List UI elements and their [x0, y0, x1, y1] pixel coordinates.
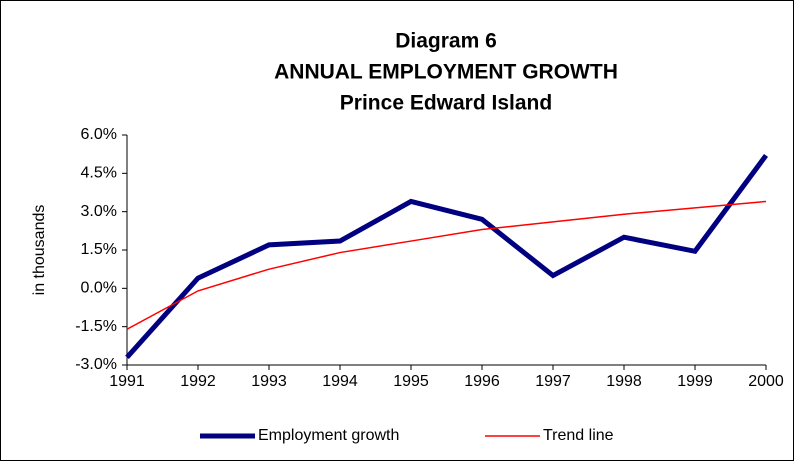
legend-label: Employment growth [258, 427, 399, 444]
y-tick-label: 0.0% [81, 280, 117, 297]
y-tick-label: -1.5% [75, 318, 117, 335]
chart-title: Prince Edward Island [340, 92, 552, 115]
series-line [126, 200, 767, 330]
y-axis-label: in thousands [31, 205, 48, 296]
y-tick-label: 4.5% [81, 165, 117, 182]
x-tick-label: 1998 [606, 373, 642, 390]
x-tick-label: 1993 [251, 373, 287, 390]
x-tick-label: 1999 [677, 373, 713, 390]
chart-title: Diagram 6 [395, 30, 497, 53]
chart-title: ANNUAL EMPLOYMENT GROWTH [274, 61, 618, 84]
y-tick-label: 3.0% [81, 203, 117, 220]
x-tick-label: 2000 [748, 373, 784, 390]
y-tick-label: 6.0% [81, 126, 117, 143]
x-tick-label: 1997 [535, 373, 571, 390]
y-tick-label: -3.0% [75, 356, 117, 373]
series-line [125, 153, 769, 360]
x-tick-label: 1995 [393, 373, 429, 390]
x-tick-label: 1992 [180, 373, 216, 390]
legend-label: Trend line [543, 427, 614, 444]
y-tick-label: 1.5% [81, 241, 117, 258]
x-tick-label: 1994 [322, 373, 358, 390]
x-tick-label: 1996 [464, 373, 500, 390]
x-tick-label: 1991 [109, 373, 145, 390]
